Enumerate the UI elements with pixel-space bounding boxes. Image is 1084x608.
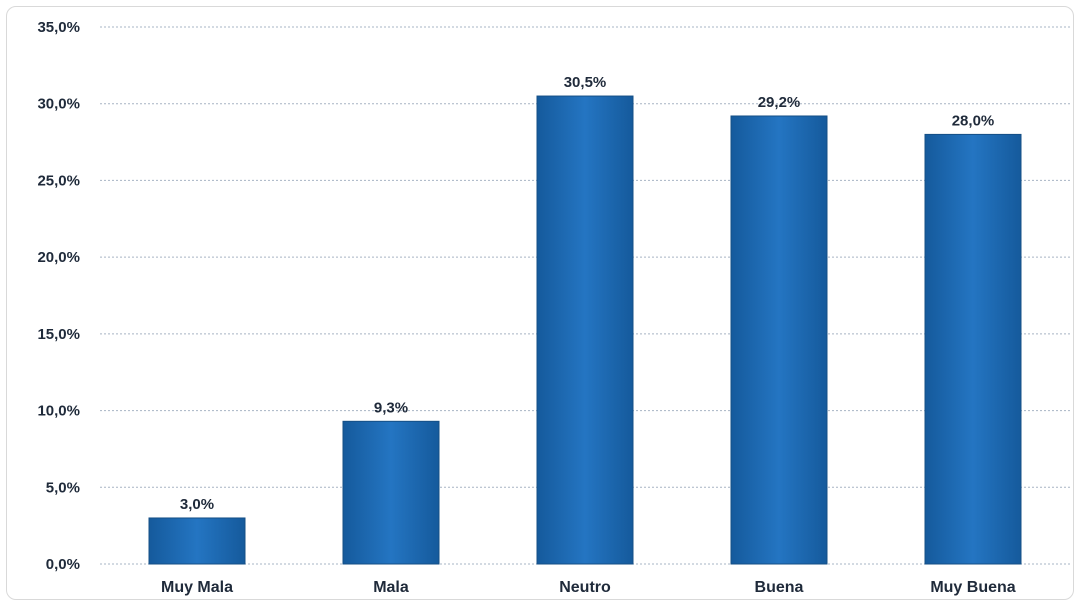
y-tick-label: 20,0% (37, 249, 80, 266)
x-category-label: Muy Buena (930, 579, 1015, 596)
bar (148, 517, 246, 565)
x-category-label: Buena (755, 579, 804, 596)
bar (342, 420, 440, 565)
y-tick-label: 10,0% (37, 403, 80, 420)
y-axis-tick-labels: 0,0% 5,0% 10,0% 15,0% 20,0% 25,0% 30,0% 35,0% (37, 19, 80, 573)
data-label: 9,3% (374, 399, 408, 416)
bars (148, 95, 1022, 565)
bar (924, 133, 1022, 565)
x-category-label: Mala (373, 579, 409, 596)
bar (536, 95, 634, 565)
x-category-label: Neutro (559, 579, 611, 596)
data-label: 28,0% (952, 112, 995, 129)
data-label: 3,0% (180, 496, 214, 513)
y-tick-label: 5,0% (46, 479, 80, 496)
y-tick-label: 35,0% (37, 19, 80, 36)
bar (730, 115, 828, 565)
y-tick-label: 25,0% (37, 172, 80, 189)
data-labels: 3,0% 9,3% 30,5% 29,2% 28,0% (180, 74, 994, 513)
y-tick-label: 15,0% (37, 326, 80, 343)
y-tick-label: 0,0% (46, 556, 80, 573)
data-label: 29,2% (758, 94, 801, 111)
data-label: 30,5% (564, 74, 607, 91)
y-tick-label: 30,0% (37, 96, 80, 113)
x-category-label: Muy Mala (161, 579, 233, 596)
x-axis-category-labels: Muy Mala Mala Neutro Buena Muy Buena (161, 579, 1016, 596)
